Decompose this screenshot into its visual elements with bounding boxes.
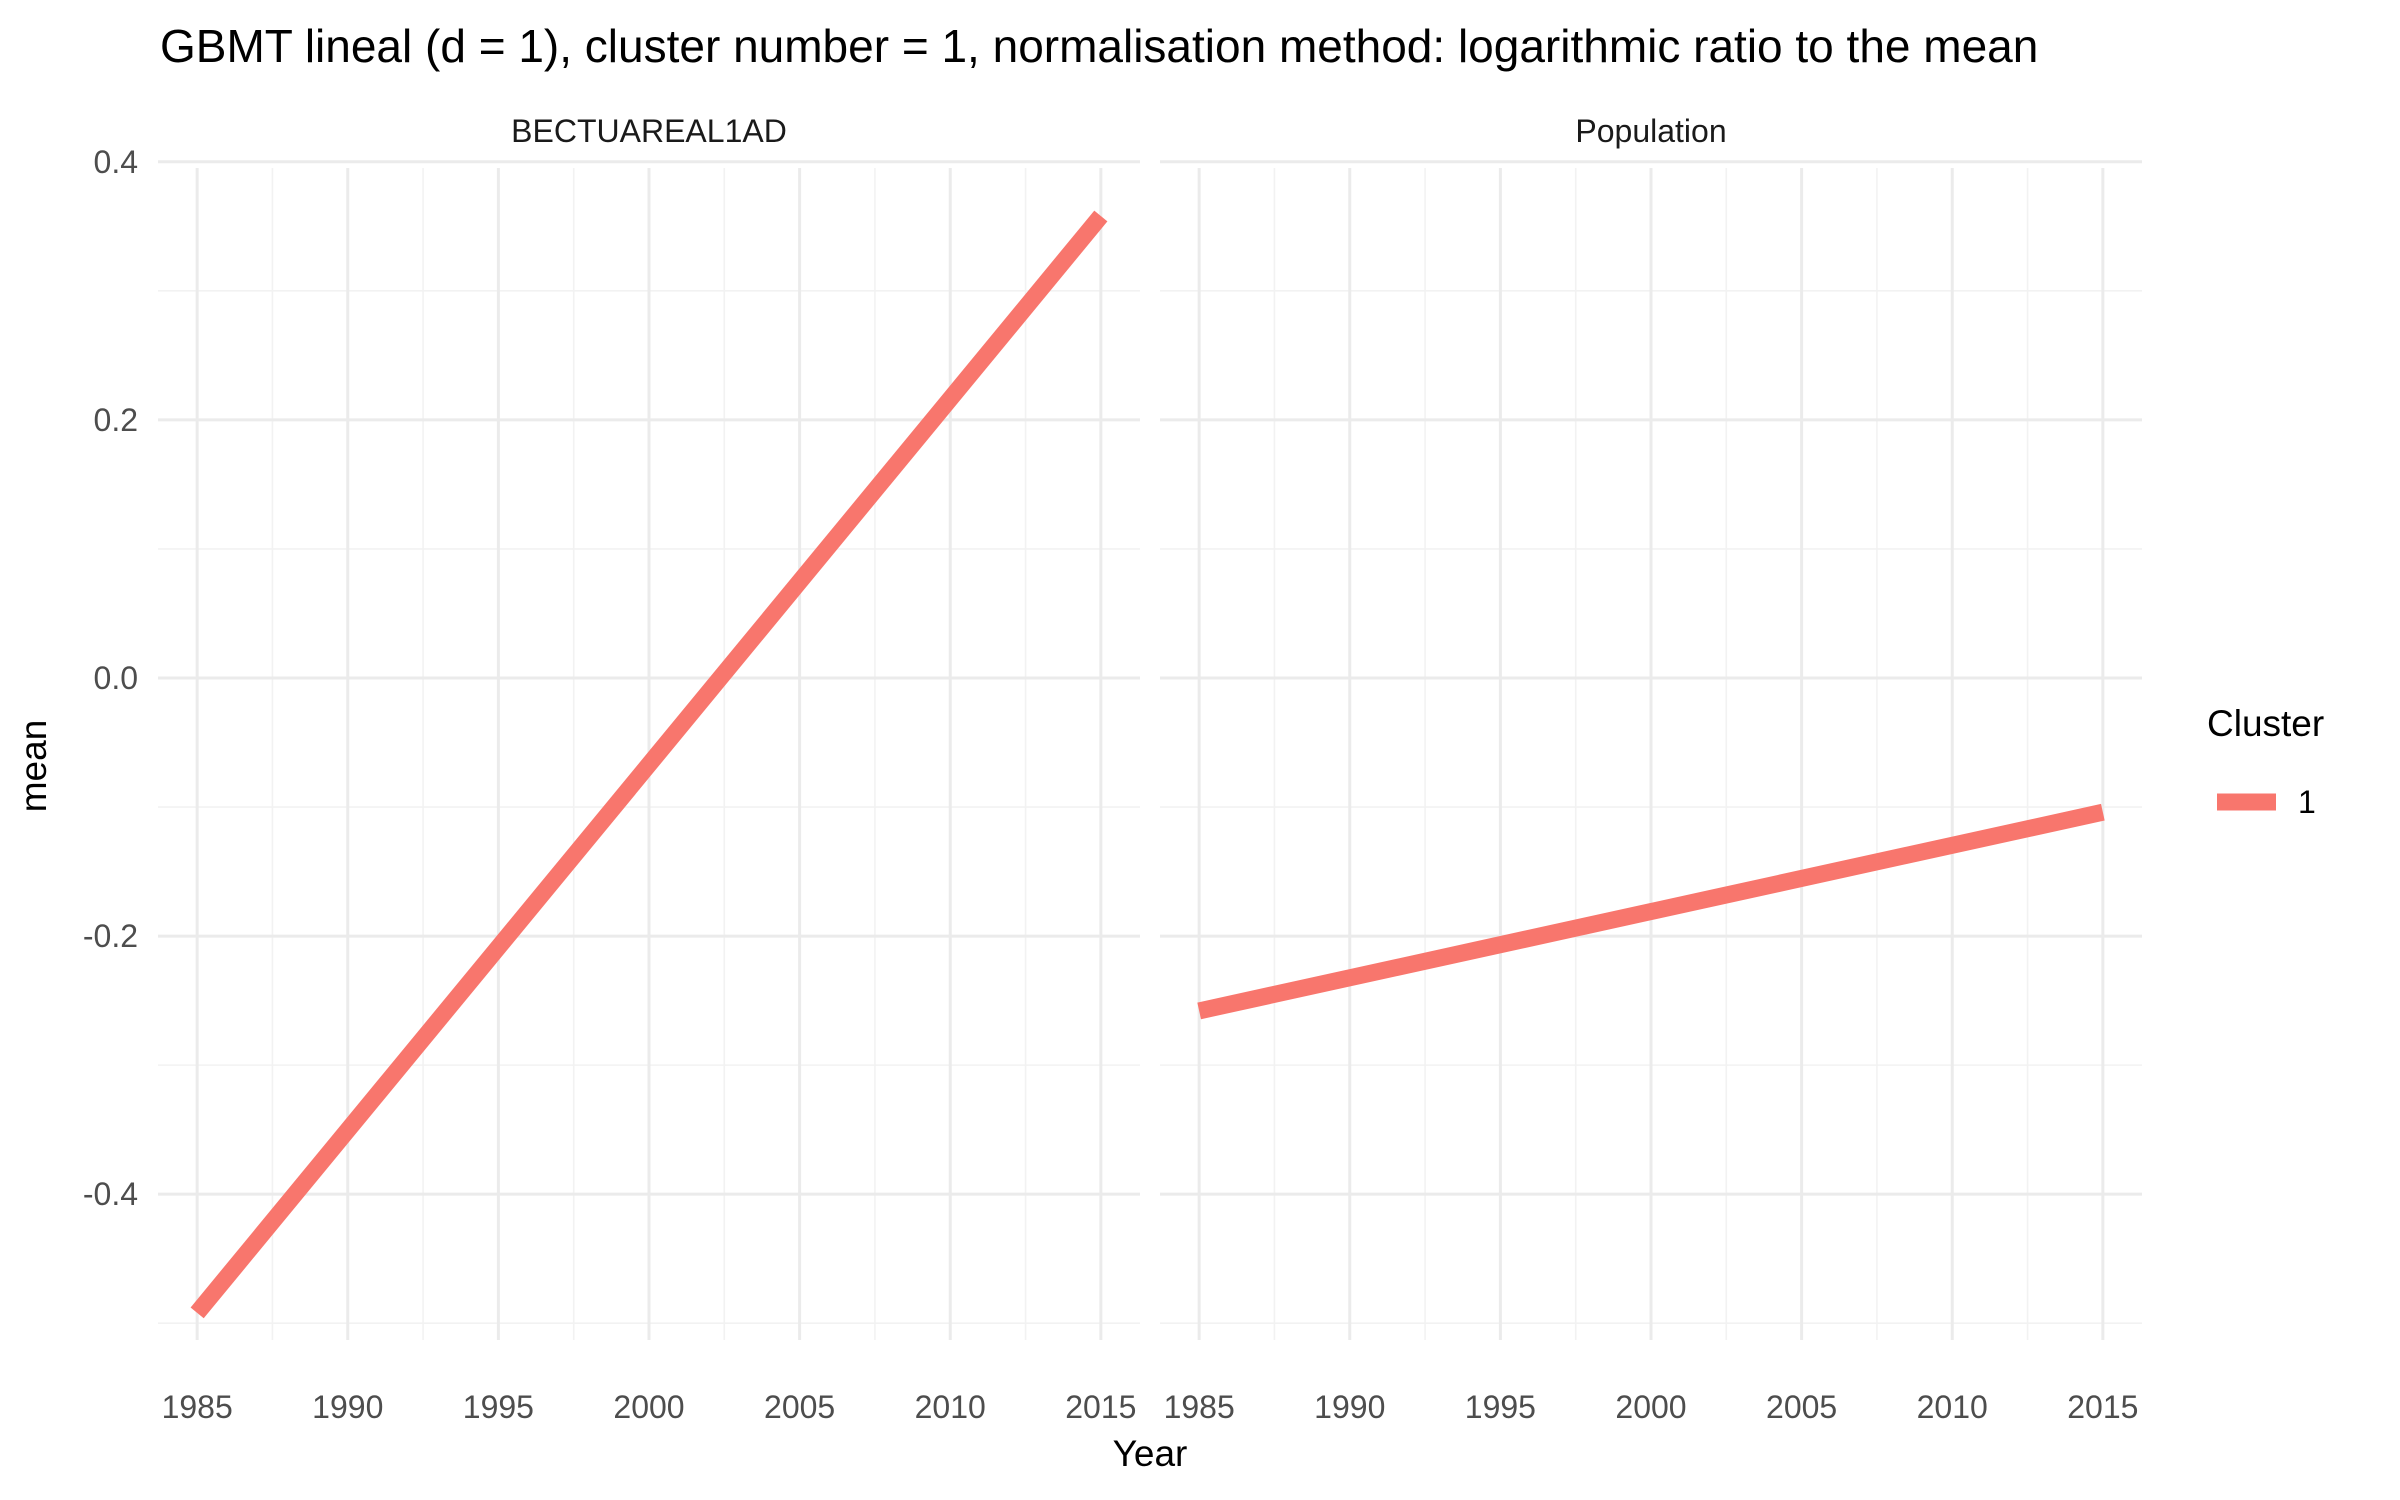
x-axis-title: Year bbox=[1113, 1433, 1188, 1474]
x-tick-label: 1985 bbox=[162, 1389, 233, 1425]
series-line-cluster-1 bbox=[1197, 803, 2105, 1020]
y-tick-label: -0.4 bbox=[83, 1176, 138, 1212]
x-tick-label: 2000 bbox=[613, 1389, 684, 1425]
x-tick-label: 1995 bbox=[463, 1389, 534, 1425]
x-tick-label: 2015 bbox=[1065, 1389, 1136, 1425]
panels: BECTUAREAL1AD 1985 1990 1995 2000 2005 2010 201… bbox=[158, 113, 2142, 1425]
legend-title: Cluster bbox=[2207, 703, 2324, 744]
panel-strip-label: Population bbox=[1575, 113, 1726, 149]
x-tick-label: 1990 bbox=[312, 1389, 383, 1425]
panel-2: Population 1985 1990 1995 2000 2005 2010 2015 bbox=[1160, 113, 2142, 1425]
x-tick-label: 2015 bbox=[2067, 1389, 2138, 1425]
y-tick-label: -0.2 bbox=[83, 918, 138, 954]
chart-title: GBMT lineal (d = 1), cluster number = 1,… bbox=[160, 20, 2038, 72]
x-tick-label: 1990 bbox=[1314, 1389, 1385, 1425]
x-tick-label: 1985 bbox=[1164, 1389, 1235, 1425]
panel-strip-label: BECTUAREAL1AD bbox=[511, 113, 787, 149]
x-tick-label: 2010 bbox=[915, 1389, 986, 1425]
y-axis: -0.4 -0.2 0.0 0.2 0.4 bbox=[83, 144, 138, 1212]
y-tick-label: 0.0 bbox=[94, 660, 138, 696]
x-tick-label: 2000 bbox=[1615, 1389, 1686, 1425]
y-tick-label: 0.4 bbox=[94, 144, 138, 180]
x-tick-label: 2010 bbox=[1917, 1389, 1988, 1425]
legend: Cluster 1 bbox=[2207, 703, 2324, 820]
x-tick-label: 2005 bbox=[1766, 1389, 1837, 1425]
panel-1: BECTUAREAL1AD 1985 1990 1995 2000 2005 2010 201… bbox=[158, 113, 1140, 1425]
y-axis-title: mean bbox=[13, 720, 54, 813]
y-tick-label: 0.2 bbox=[94, 402, 138, 438]
x-tick-label: 1995 bbox=[1465, 1389, 1536, 1425]
x-tick-label: 2005 bbox=[764, 1389, 835, 1425]
legend-label-1: 1 bbox=[2298, 784, 2316, 820]
series-line-cluster-1 bbox=[190, 210, 1108, 1319]
